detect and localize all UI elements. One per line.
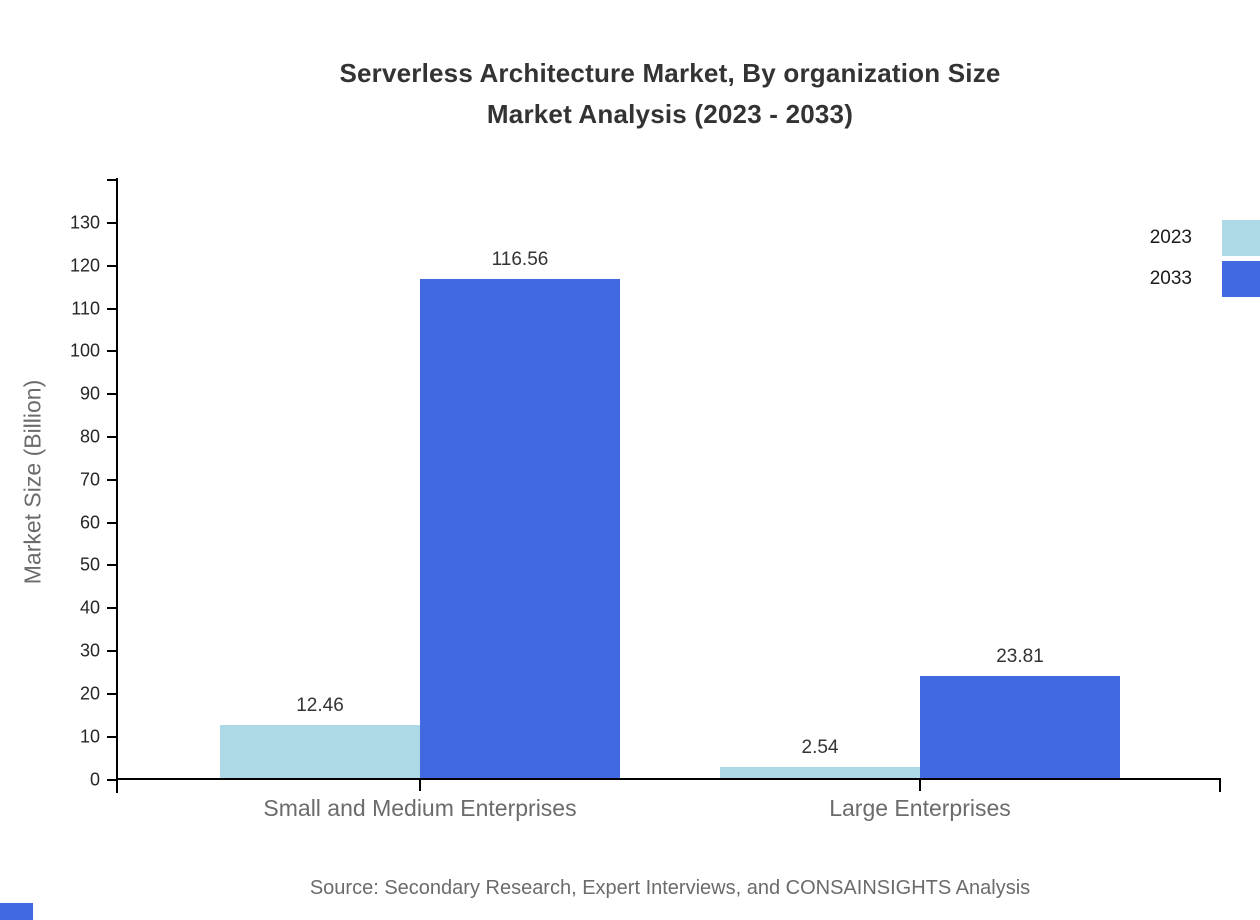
y-tick-label-130: 130 (69, 212, 100, 233)
y-tick-label-120: 120 (69, 255, 100, 276)
legend-swatch-2023 (1222, 220, 1260, 256)
y-tick-label-80: 80 (79, 426, 100, 447)
x-tick-large-enterprises (919, 780, 921, 791)
y-tick-label-70: 70 (79, 469, 100, 490)
bar-2033-small-and-medium-enterprises (420, 279, 620, 778)
bar-2033-large-enterprises (920, 676, 1120, 778)
bar-2023-large-enterprises (720, 767, 920, 778)
legend-swatch-2033 (1222, 261, 1260, 297)
y-axis-end-tick (107, 179, 116, 181)
y-tick-10 (107, 735, 116, 738)
chart-title-line-2: Market Analysis (2023 - 2033) (486, 99, 854, 129)
value-label-2033-large-enterprises: 23.81 (996, 646, 1044, 668)
bar-2023-small-and-medium-enterprises (220, 724, 420, 778)
y-tick-label-10: 10 (79, 726, 100, 747)
y-axis-line (116, 178, 118, 793)
y-tick-70 (107, 478, 116, 481)
y-tick-50 (107, 564, 116, 567)
x-axis-line (116, 778, 1221, 780)
y-tick-40 (107, 607, 116, 610)
chart-title-line-1: Serverless Architecture Market, By organ… (339, 58, 1001, 88)
y-tick-120 (107, 264, 116, 267)
chart-title: Serverless Architecture Market, By organ… (90, 53, 1250, 135)
y-tick-label-20: 20 (79, 683, 100, 704)
x-category-label-large-enterprises: Large Enterprises (829, 795, 1011, 821)
x-category-label-small-and-medium-enterprises: Small and Medium Enterprises (263, 795, 577, 821)
value-label-2023-large-enterprises: 2.54 (801, 737, 839, 759)
y-tick-label-90: 90 (79, 383, 100, 404)
value-label-2023-small-and-medium-enterprises: 12.46 (296, 694, 344, 716)
y-tick-60 (107, 521, 116, 524)
x-tick-small-and-medium-enterprises (419, 780, 421, 791)
y-tick-0 (107, 778, 116, 781)
y-tick-80 (107, 436, 116, 439)
y-tick-label-110: 110 (71, 298, 100, 319)
legend-label-2033: 2033 (1149, 268, 1192, 289)
y-tick-20 (107, 692, 116, 695)
value-label-2033-small-and-medium-enterprises: 116.56 (491, 249, 549, 271)
y-tick-110 (107, 307, 116, 310)
y-tick-100 (107, 350, 116, 353)
y-tick-130 (107, 221, 116, 224)
brand-mark (0, 903, 33, 920)
x-axis-end-tick (1219, 780, 1221, 792)
y-tick-label-30: 30 (79, 640, 100, 661)
y-tick-30 (107, 650, 116, 653)
source-note: Source: Secondary Research, Expert Inter… (309, 877, 1031, 899)
legend-label-2023: 2023 (1149, 227, 1192, 248)
y-tick-label-50: 50 (79, 554, 100, 575)
y-tick-label-60: 60 (79, 512, 100, 533)
y-tick-label-100: 100 (69, 340, 100, 361)
y-tick-label-40: 40 (79, 597, 100, 618)
y-tick-label-0: 0 (89, 769, 100, 789)
y-tick-90 (107, 393, 116, 396)
